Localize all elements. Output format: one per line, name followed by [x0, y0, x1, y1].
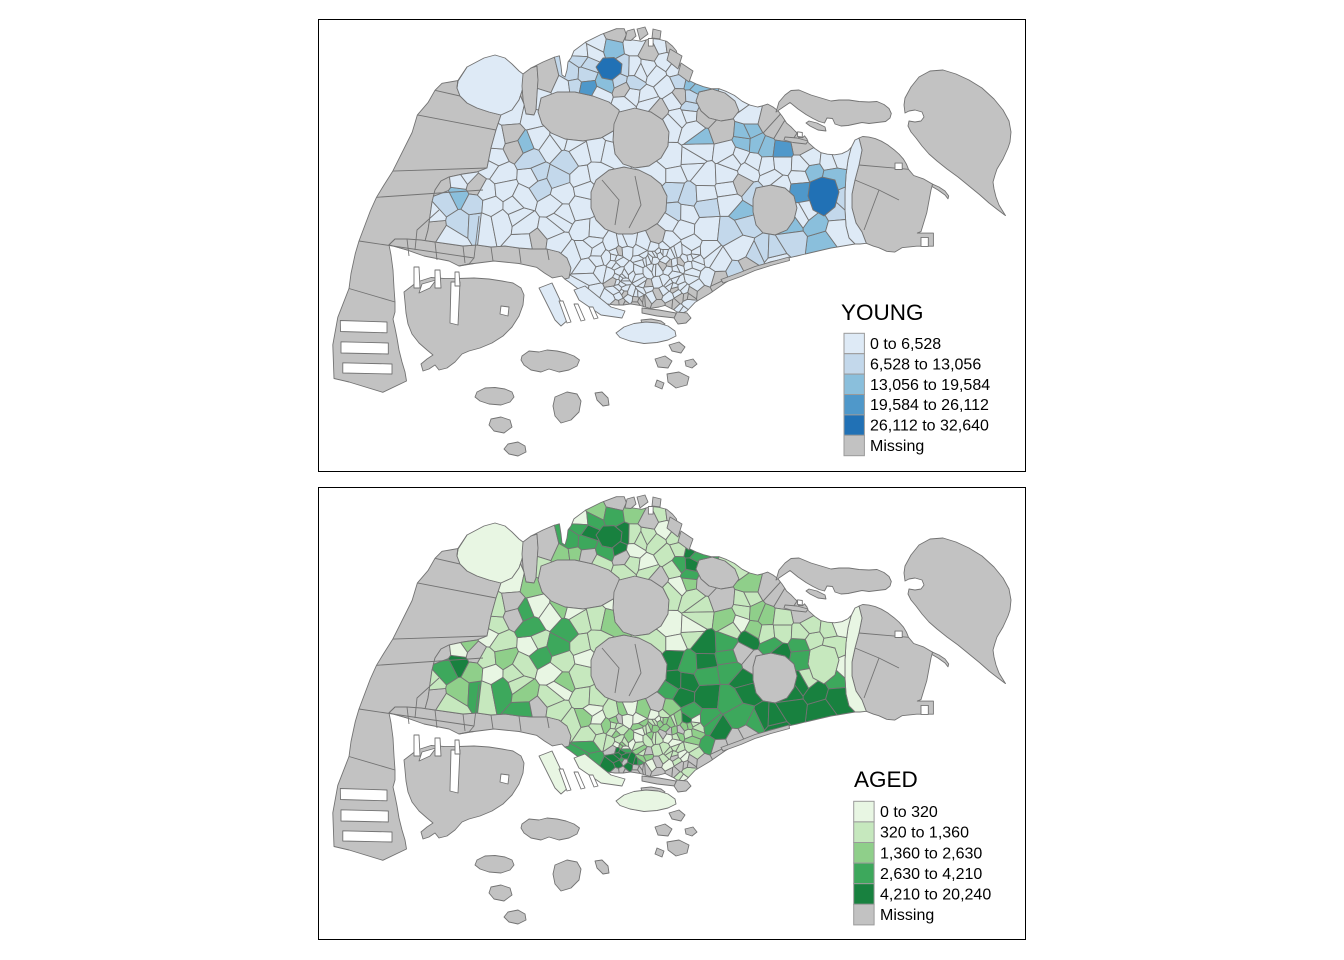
svg-text:AGED: AGED	[854, 767, 918, 792]
svg-text:320 to 1,360: 320 to 1,360	[880, 825, 969, 842]
svg-text:4,210 to 20,240: 4,210 to 20,240	[880, 887, 991, 904]
svg-text:26,112 to 32,640: 26,112 to 32,640	[870, 418, 989, 435]
svg-text:Missing: Missing	[880, 907, 934, 924]
svg-text:13,056 to 19,584: 13,056 to 19,584	[870, 377, 990, 394]
svg-text:2,630 to 4,210: 2,630 to 4,210	[880, 866, 982, 883]
svg-text:0 to 320: 0 to 320	[880, 804, 938, 821]
svg-text:YOUNG: YOUNG	[841, 300, 924, 325]
svg-text:Missing: Missing	[870, 438, 924, 455]
svg-text:6,528 to 13,056: 6,528 to 13,056	[870, 356, 981, 373]
svg-text:0 to 6,528: 0 to 6,528	[870, 336, 941, 353]
svg-text:19,584 to 26,112: 19,584 to 26,112	[870, 397, 989, 414]
svg-text:1,360 to 2,630: 1,360 to 2,630	[880, 845, 982, 862]
